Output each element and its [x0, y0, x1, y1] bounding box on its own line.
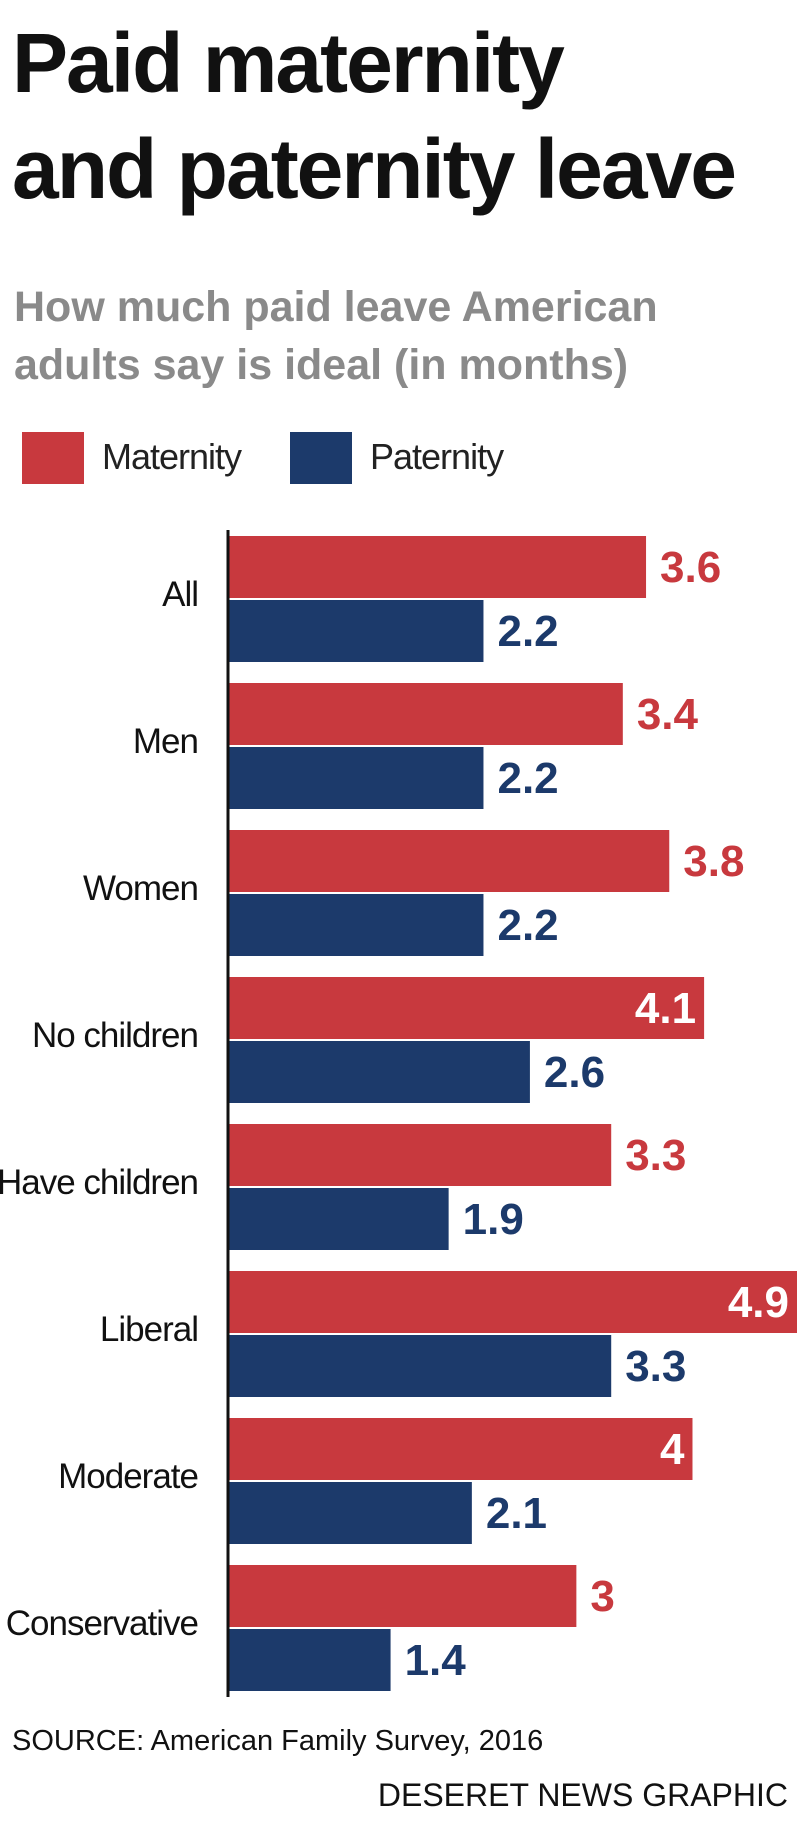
credit-line: DESERET NEWS GRAPHIC [377, 1777, 788, 1813]
bar-paternity-all [228, 600, 484, 662]
category-label-liberal: Liberal [100, 1310, 198, 1349]
bar-paternity-moderate [228, 1482, 472, 1544]
value-label-paternity-conservative: 1.4 [405, 1636, 467, 1685]
bar-paternity-liberal [228, 1335, 612, 1397]
bar-paternity-men [228, 747, 484, 809]
category-label-moderate: Moderate [58, 1457, 198, 1496]
bar-maternity-conservative [228, 1565, 577, 1627]
value-label-maternity-liberal: 4.9 [728, 1278, 789, 1327]
bar-maternity-have-children [228, 1124, 612, 1186]
value-label-maternity-men: 3.4 [637, 690, 699, 739]
value-label-paternity-women: 2.2 [497, 901, 558, 950]
value-label-maternity-all: 3.6 [660, 543, 721, 592]
bar-maternity-no-children [228, 977, 705, 1039]
category-label-conservative: Conservative [6, 1604, 198, 1643]
chart-subtitle: How much paid leave American adults say … [14, 278, 794, 394]
value-label-paternity-liberal: 3.3 [625, 1342, 686, 1391]
bar-paternity-women [228, 894, 484, 956]
bar-paternity-conservative [228, 1629, 391, 1691]
title-line-2: and paternity leave [12, 122, 737, 216]
value-label-paternity-moderate: 2.1 [486, 1489, 547, 1538]
bar-maternity-all [228, 536, 647, 598]
value-label-paternity-no-children: 2.6 [544, 1048, 605, 1097]
bar-maternity-moderate [228, 1418, 693, 1480]
value-label-paternity-all: 2.2 [497, 607, 558, 656]
bar-maternity-women [228, 830, 670, 892]
bar-maternity-men [228, 683, 623, 745]
value-label-paternity-men: 2.2 [497, 754, 558, 803]
bar-maternity-liberal [228, 1271, 797, 1333]
value-label-paternity-have-children: 1.9 [463, 1195, 524, 1244]
legend-swatch-maternity [22, 432, 84, 484]
category-label-have-children: Have children [0, 1163, 198, 1202]
title-line-1: Paid maternity [12, 16, 565, 110]
legend-label-maternity: Maternity [102, 436, 242, 477]
category-label-men: Men [133, 722, 198, 761]
legend-swatch-paternity [290, 432, 352, 484]
category-label-all: All [162, 575, 198, 614]
value-label-maternity-have-children: 3.3 [625, 1131, 686, 1180]
source-note: SOURCE: American Family Survey, 2016 [12, 1725, 544, 1757]
value-label-maternity-no-children: 4.1 [635, 984, 696, 1033]
subtitle-line-1: How much paid leave American [14, 283, 658, 331]
value-label-maternity-moderate: 4 [660, 1425, 685, 1474]
legend-label-paternity: Paternity [370, 436, 504, 477]
chart-title: Paid maternity and paternity leave [12, 10, 792, 222]
category-label-women: Women [83, 869, 198, 908]
value-label-maternity-women: 3.8 [683, 837, 744, 886]
value-label-maternity-conservative: 3 [590, 1572, 614, 1621]
category-label-no-children: No children [32, 1016, 198, 1055]
subtitle-line-2: adults say is ideal (in months) [14, 341, 629, 389]
bar-paternity-no-children [228, 1041, 530, 1103]
bar-paternity-have-children [228, 1188, 449, 1250]
